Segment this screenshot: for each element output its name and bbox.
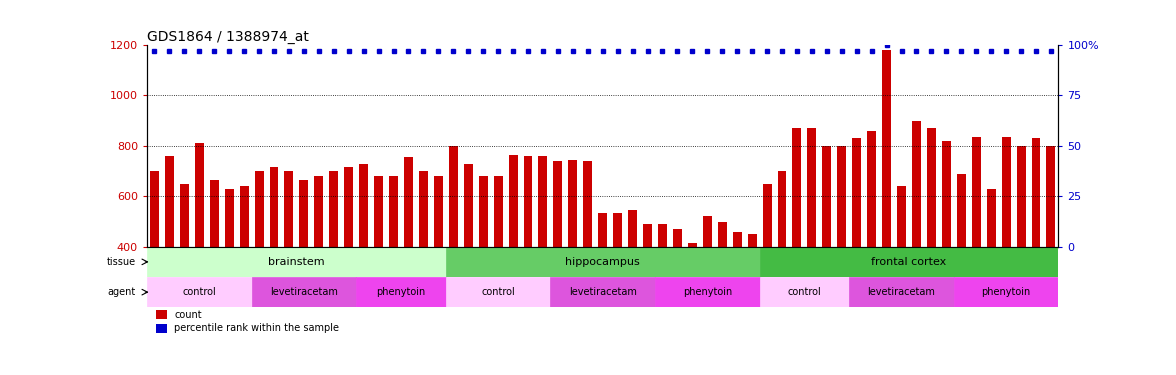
Bar [269, 167, 279, 348]
Bar [897, 186, 906, 348]
Bar [240, 186, 248, 348]
Bar [225, 189, 234, 348]
Bar [254, 171, 263, 348]
Bar [345, 167, 353, 348]
Bar [508, 155, 517, 348]
Text: frontal cortex: frontal cortex [871, 257, 947, 267]
Text: levetiracetam: levetiracetam [270, 287, 338, 297]
Text: control: control [481, 287, 515, 297]
Text: percentile rank within the sample: percentile rank within the sample [174, 324, 340, 333]
Bar [147, 277, 252, 307]
Bar [717, 222, 727, 348]
Bar [867, 131, 876, 348]
Bar [300, 180, 308, 348]
Bar [356, 277, 446, 307]
Bar [494, 176, 502, 348]
Bar [359, 164, 368, 348]
Bar [927, 128, 936, 348]
Bar [156, 310, 167, 320]
Bar [987, 189, 996, 348]
Bar [419, 171, 428, 348]
Bar [1031, 138, 1041, 348]
Bar [762, 184, 771, 348]
Bar [156, 324, 167, 333]
Bar [374, 176, 383, 348]
Bar [643, 224, 652, 348]
Bar [837, 146, 847, 348]
Bar [554, 161, 562, 348]
Bar [252, 277, 356, 307]
Bar [180, 184, 189, 348]
Bar [748, 234, 756, 348]
Bar [209, 180, 219, 348]
Bar [1016, 146, 1025, 348]
Text: control: control [788, 287, 821, 297]
Bar [550, 277, 655, 307]
Bar [165, 156, 174, 348]
Text: phenytoin: phenytoin [682, 287, 731, 297]
Bar [314, 176, 323, 348]
Bar [703, 216, 711, 348]
Bar [329, 171, 339, 348]
Bar [539, 156, 547, 348]
Bar [688, 243, 697, 348]
Bar [882, 50, 891, 348]
Text: count: count [174, 310, 202, 320]
Bar [463, 164, 473, 348]
Bar [1002, 137, 1010, 348]
Bar [285, 171, 294, 348]
Bar [434, 176, 443, 348]
Bar [568, 160, 577, 348]
Bar [389, 176, 397, 348]
Bar [479, 176, 488, 348]
Bar [911, 121, 921, 348]
Text: phenytoin: phenytoin [376, 287, 426, 297]
Bar [1047, 146, 1055, 348]
Bar [613, 213, 622, 348]
Text: levetiracetam: levetiracetam [868, 287, 935, 297]
Bar [655, 277, 760, 307]
Bar [777, 171, 787, 348]
Bar [673, 229, 682, 348]
Bar [733, 232, 742, 348]
Bar [822, 146, 831, 348]
Text: GDS1864 / 1388974_at: GDS1864 / 1388974_at [147, 30, 309, 44]
Bar [942, 141, 951, 348]
Text: agent: agent [108, 287, 136, 297]
Text: brainstem: brainstem [268, 257, 325, 267]
Bar [849, 277, 954, 307]
Text: phenytoin: phenytoin [982, 287, 1030, 297]
Bar [971, 137, 981, 348]
Bar [151, 171, 159, 348]
Bar [954, 277, 1058, 307]
Bar [808, 128, 816, 348]
Text: tissue: tissue [107, 257, 136, 267]
Text: control: control [182, 287, 216, 297]
Text: hippocampus: hippocampus [566, 257, 640, 267]
Bar [760, 277, 849, 307]
Bar [405, 157, 413, 348]
Bar [957, 174, 965, 348]
Bar [446, 277, 550, 307]
Bar [599, 213, 607, 348]
Bar [446, 247, 760, 277]
Bar [195, 143, 203, 348]
Bar [760, 247, 1058, 277]
Bar [449, 146, 457, 348]
Bar [628, 210, 637, 348]
Bar [659, 224, 667, 348]
Text: levetiracetam: levetiracetam [569, 287, 636, 297]
Bar [853, 138, 861, 348]
Bar [583, 161, 593, 348]
Bar [793, 128, 801, 348]
Bar [523, 156, 533, 348]
Bar [147, 247, 446, 277]
